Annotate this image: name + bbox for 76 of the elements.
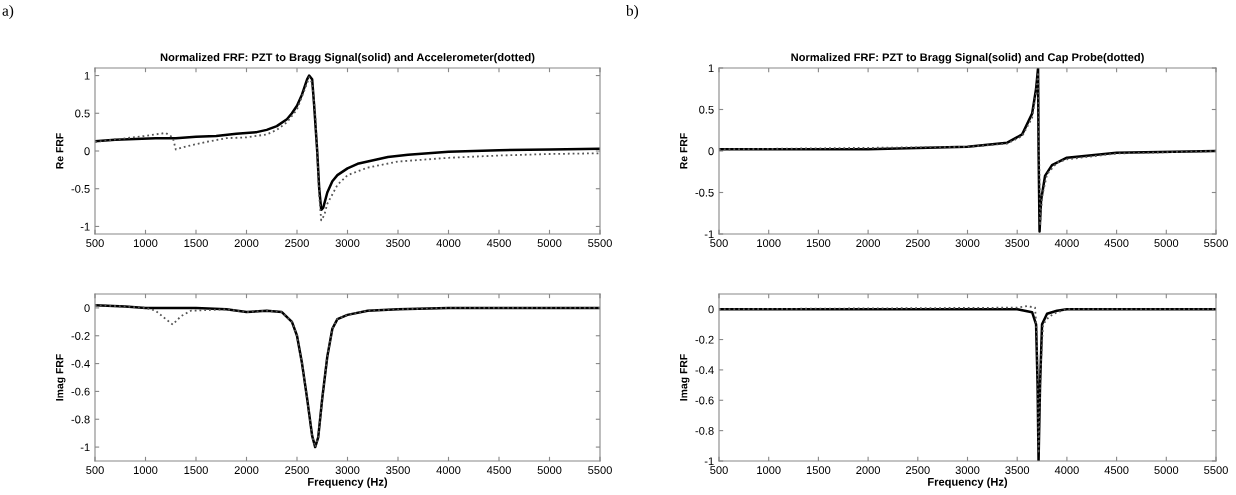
x-tick-label: 2000 xyxy=(856,239,881,248)
x-tick-label: 4500 xyxy=(486,239,511,248)
x-tick-label: 3000 xyxy=(335,239,360,248)
x-tick-label: 5500 xyxy=(588,466,612,475)
x-tick-label: 4000 xyxy=(436,239,461,248)
x-tick-label: 5000 xyxy=(1154,239,1179,248)
x-tick-label: 1500 xyxy=(184,239,208,248)
y-tick-label: -0.2 xyxy=(71,332,90,340)
x-tick-label: 2500 xyxy=(906,466,930,475)
y-axis-title: Imag FRF xyxy=(680,354,690,401)
x-tick-label: 5500 xyxy=(588,239,612,248)
y-tick-label: -0.6 xyxy=(695,396,714,405)
x-tick-label: 5000 xyxy=(537,239,562,248)
x-tick-label: 2000 xyxy=(234,466,259,475)
y-tick-label: 0 xyxy=(708,147,714,156)
y-tick-label: -1 xyxy=(80,443,90,452)
x-tick-label: 3500 xyxy=(1005,466,1030,475)
y-tick-label: 0 xyxy=(708,305,714,314)
y-axis-title: Imag FRF xyxy=(56,354,66,401)
y-tick-label: -1 xyxy=(704,457,714,466)
x-tick-label: 1500 xyxy=(806,466,831,475)
x-tick-label: 4500 xyxy=(1104,239,1129,248)
y-tick-label: -0.4 xyxy=(695,366,714,375)
x-tick-label: 4000 xyxy=(436,466,461,475)
y-axis-title: Re FRF xyxy=(56,133,64,169)
x-tick-label: 1000 xyxy=(757,466,781,475)
x-tick-label: 2000 xyxy=(234,239,259,248)
x-tick-label: 1000 xyxy=(133,239,158,248)
y-tick-label: -0.8 xyxy=(695,426,714,435)
y-tick-label: -0.6 xyxy=(71,387,90,396)
y-tick-label: -0.8 xyxy=(71,415,90,424)
x-tick-label: 1000 xyxy=(133,466,158,475)
chart-title: Normalized FRF: PZT to Bragg Signal(solid) and Cap Probe(dotted) xyxy=(791,53,1144,64)
x-tick-label: 500 xyxy=(710,239,728,248)
y-axis-title: Re FRF xyxy=(680,133,688,169)
y-tick-label: -0.4 xyxy=(71,359,90,368)
y-tick-label: 0.5 xyxy=(75,109,90,118)
x-tick-label: 1000 xyxy=(757,239,781,248)
x-tick-label: 4000 xyxy=(1054,466,1079,475)
x-tick-label: 3500 xyxy=(386,466,410,475)
x-tick-label: 3500 xyxy=(386,239,410,248)
x-tick-label: 500 xyxy=(86,239,104,248)
x-tick-label: 4500 xyxy=(486,466,511,475)
x-tick-label: 2500 xyxy=(906,239,930,248)
x-tick-label: 2000 xyxy=(856,466,881,475)
x-tick-label: 1500 xyxy=(184,466,208,475)
y-tick-label: 1 xyxy=(84,71,90,80)
y-tick-label: 0 xyxy=(84,304,90,313)
x-tick-label: 500 xyxy=(86,466,104,475)
y-tick-label: -0.5 xyxy=(71,184,90,193)
x-tick-label: 4500 xyxy=(1104,466,1129,475)
text: b) xyxy=(626,5,639,19)
y-tick-label: -1 xyxy=(704,230,714,239)
x-axis-title: Frequency (Hz) xyxy=(928,477,1008,488)
x-tick-label: 3000 xyxy=(955,466,980,475)
x-tick-label: 5500 xyxy=(1204,239,1228,248)
x-tick-label: 2500 xyxy=(285,239,309,248)
x-tick-label: 3000 xyxy=(955,239,980,248)
x-tick-label: 5000 xyxy=(1154,466,1179,475)
x-tick-label: 5000 xyxy=(537,466,562,475)
text: a) xyxy=(2,5,14,19)
y-tick-label: 0 xyxy=(84,147,90,156)
x-tick-label: 500 xyxy=(710,466,728,475)
y-tick-label: 1 xyxy=(708,64,714,73)
x-tick-label: 5500 xyxy=(1204,466,1228,475)
y-tick-label: 0.5 xyxy=(699,105,714,114)
x-axis-title: Frequency (Hz) xyxy=(308,477,388,488)
chart-title: Normalized FRF: PZT to Bragg Signal(solid) and Accelerometer(dotted) xyxy=(160,53,535,64)
x-tick-label: 3500 xyxy=(1005,239,1030,248)
y-tick-label: -1 xyxy=(80,222,90,231)
x-tick-label: 2500 xyxy=(285,466,309,475)
x-tick-label: 4000 xyxy=(1054,239,1079,248)
x-tick-label: 3000 xyxy=(335,466,360,475)
y-tick-label: -0.5 xyxy=(695,188,714,197)
x-tick-label: 1500 xyxy=(806,239,831,248)
y-tick-label: -0.2 xyxy=(695,335,714,344)
